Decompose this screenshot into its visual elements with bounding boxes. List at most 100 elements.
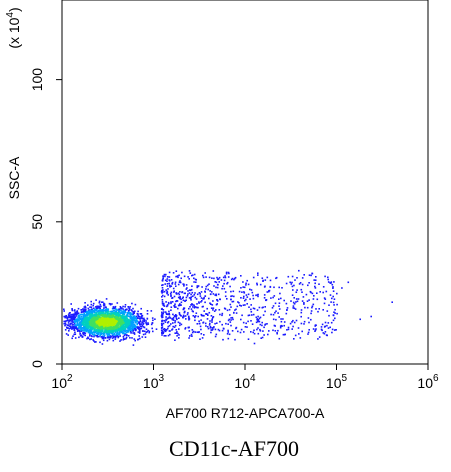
- data-point: [161, 316, 163, 319]
- data-point: [231, 330, 234, 332]
- data-point: [326, 334, 328, 337]
- data-point: [291, 275, 294, 278]
- data-point: [129, 312, 132, 314]
- data-point: [251, 314, 253, 316]
- data-point: [146, 313, 149, 315]
- data-point: [165, 335, 167, 337]
- data-point: [85, 320, 87, 322]
- data-point: [290, 300, 292, 302]
- data-point: [120, 339, 122, 341]
- data-point: [86, 337, 88, 340]
- data-point: [93, 316, 96, 318]
- data-point: [97, 305, 99, 308]
- data-point: [122, 315, 124, 318]
- data-point: [75, 323, 77, 325]
- data-point: [83, 325, 85, 327]
- data-point: [200, 297, 203, 299]
- data-point: [110, 336, 112, 338]
- data-point: [137, 310, 139, 313]
- data-point: [241, 314, 243, 317]
- data-point: [119, 340, 121, 342]
- data-point: [162, 312, 164, 315]
- data-point: [275, 310, 277, 312]
- data-point: [319, 291, 321, 293]
- data-point: [115, 321, 117, 323]
- data-point: [204, 301, 206, 304]
- data-point: [136, 312, 139, 315]
- data-point: [295, 298, 298, 300]
- data-point: [96, 307, 99, 309]
- data-point: [208, 283, 210, 285]
- data-point: [308, 329, 310, 331]
- data-point: [205, 325, 207, 327]
- data-point: [89, 314, 92, 317]
- data-point: [278, 302, 281, 304]
- data-point: [173, 295, 176, 298]
- data-point: [141, 317, 143, 319]
- data-point: [227, 331, 229, 333]
- data-point: [122, 308, 124, 310]
- data-point: [167, 294, 169, 296]
- data-point: [98, 307, 101, 310]
- data-point: [113, 329, 115, 332]
- data-point: [130, 330, 132, 333]
- data-point: [112, 339, 115, 342]
- data-point: [123, 329, 125, 332]
- data-point: [103, 309, 105, 312]
- data-point: [163, 311, 165, 313]
- data-point: [161, 287, 164, 289]
- data-point: [72, 335, 74, 337]
- data-point: [114, 326, 117, 329]
- data-point: [216, 278, 219, 281]
- data-point: [88, 327, 90, 329]
- data-point: [125, 323, 128, 325]
- data-point: [195, 281, 197, 283]
- data-point: [91, 325, 93, 327]
- data-point: [103, 331, 106, 334]
- data-point: [180, 298, 182, 301]
- data-point: [64, 316, 66, 319]
- data-point: [96, 336, 99, 338]
- data-point: [106, 328, 108, 330]
- data-point: [96, 320, 98, 322]
- data-point: [111, 337, 114, 339]
- data-point: [114, 323, 116, 326]
- data-point: [216, 322, 218, 324]
- data-point: [173, 305, 175, 307]
- data-point: [230, 324, 232, 327]
- data-point: [95, 318, 98, 321]
- data-point: [76, 328, 79, 330]
- data-point: [318, 283, 320, 285]
- data-point: [164, 283, 166, 285]
- data-point: [95, 335, 97, 337]
- data-point: [168, 313, 171, 316]
- data-point: [82, 329, 84, 331]
- data-point: [230, 278, 233, 281]
- data-point: [142, 330, 144, 332]
- data-point: [101, 343, 104, 345]
- data-point: [108, 338, 111, 341]
- data-point: [160, 327, 163, 329]
- data-point: [190, 308, 193, 310]
- data-point: [118, 308, 120, 310]
- data-point: [287, 326, 290, 329]
- data-point: [291, 285, 294, 288]
- data-point: [88, 325, 90, 328]
- data-point: [127, 323, 129, 326]
- data-point: [255, 321, 258, 324]
- data-point: [109, 303, 112, 306]
- data-point: [102, 311, 105, 313]
- data-point: [97, 333, 100, 335]
- data-point: [111, 310, 114, 313]
- data-point: [332, 290, 335, 292]
- data-point: [123, 322, 125, 324]
- data-point: [192, 295, 194, 297]
- data-point: [314, 282, 316, 285]
- data-point: [101, 319, 103, 322]
- data-point: [193, 294, 196, 296]
- data-point: [211, 327, 214, 329]
- data-point: [137, 338, 139, 341]
- data-point: [316, 298, 319, 301]
- data-point: [240, 287, 242, 289]
- data-point: [166, 278, 169, 280]
